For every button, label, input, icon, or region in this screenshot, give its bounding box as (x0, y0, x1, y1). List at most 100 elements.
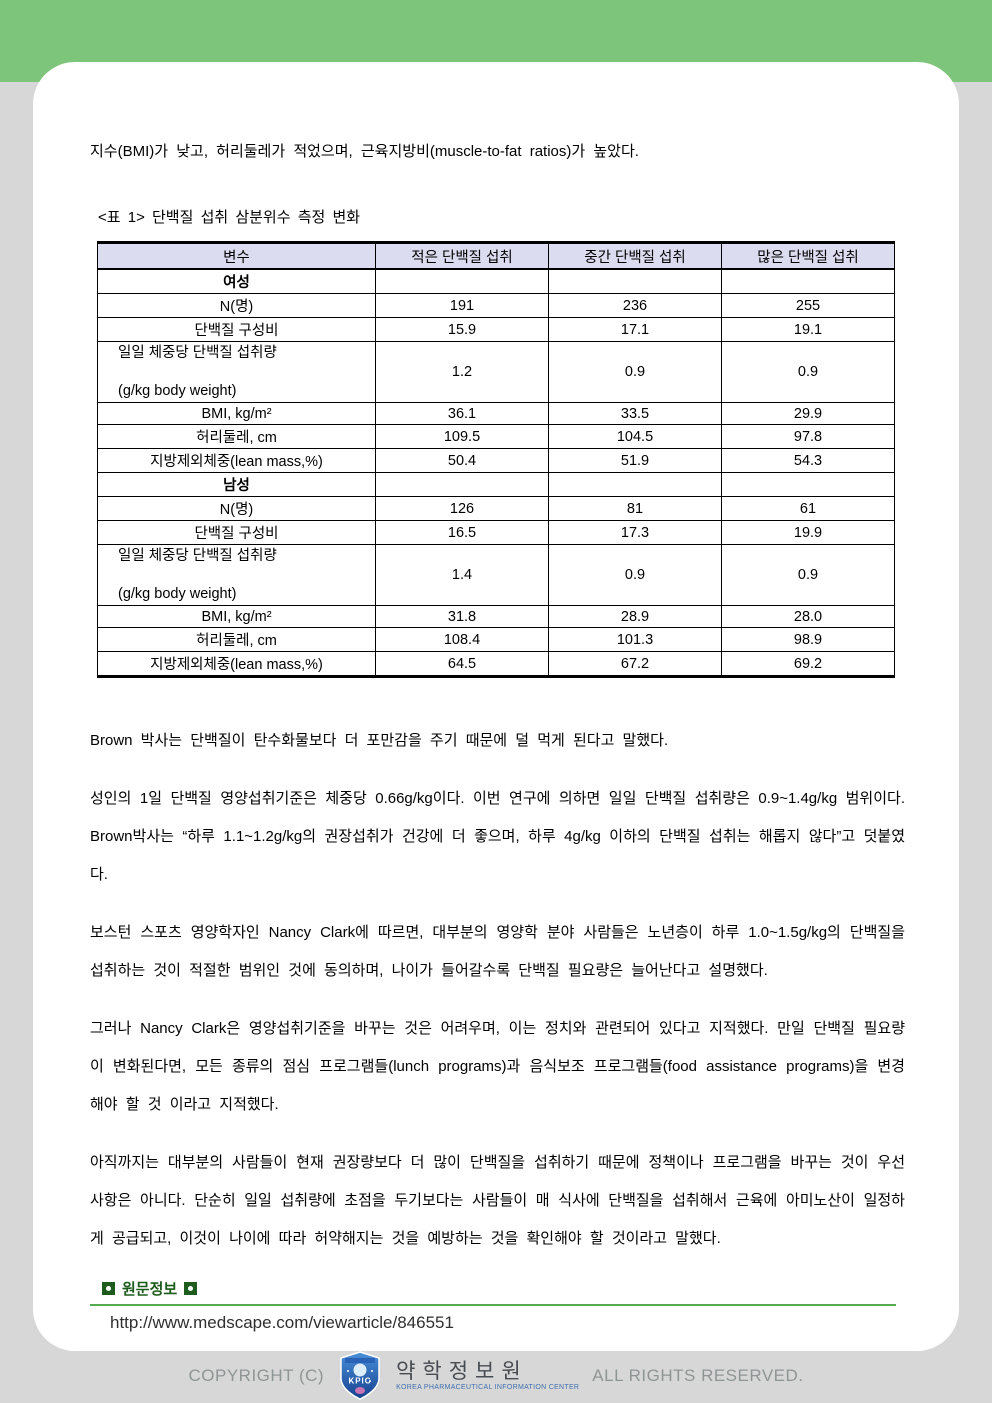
row-value: 109.5 (375, 424, 549, 449)
row-value: 101.3 (548, 627, 722, 652)
row-label: 허리둘레, cm (97, 424, 376, 449)
row-value: 36.1 (375, 402, 549, 425)
table-row: BMI, kg/m² 31.8 28.9 28.0 (97, 605, 895, 628)
row-label: 지방제외체중(lean mass,%) (97, 448, 376, 473)
row-value: 28.9 (548, 605, 722, 628)
inverse-bullet-icon (184, 1282, 198, 1295)
row-value: 64.5 (375, 651, 549, 677)
row-value: 15.9 (375, 317, 549, 342)
row-value: 1.2 (375, 341, 549, 403)
table-row: 허리둘레, cm 109.5 104.5 97.8 (97, 424, 895, 449)
row-value: 0.9 (548, 341, 722, 403)
table-column-header: 변수 (97, 242, 376, 270)
row-label: BMI, kg/m² (97, 402, 376, 425)
row-value: 81 (548, 496, 722, 521)
row-label: 지방제외체중(lean mass,%) (97, 651, 376, 677)
row-value: 191 (375, 293, 549, 318)
row-value: 0.9 (721, 341, 895, 403)
row-value (721, 268, 895, 294)
svg-text:KPIC: KPIC (349, 1376, 372, 1385)
copyright-left-text: COPYRIGHT (C) (188, 1365, 325, 1385)
body-paragraph: 그러나 Nancy Clark은 영양섭취기준을 바꾸는 것은 어려우며, 이는… (90, 1020, 905, 1113)
row-value: 97.8 (721, 424, 895, 449)
org-caption: KOREA PHARMACEUTICAL INFORMATION CENTER (396, 1383, 580, 1391)
table-row: 지방제외체중(lean mass,%) 50.4 51.9 54.3 (97, 448, 895, 473)
table-column-header: 중간 단백질 섭취 (548, 242, 722, 270)
row-label: BMI, kg/m² (97, 605, 376, 628)
table-column-header: 적은 단백질 섭취 (375, 242, 549, 270)
table-body: 여성 N(명) 191 236 255 단백질 구성비 15.9 17.1 19.1 일일 체중당… (97, 268, 895, 677)
source-info-label: 원문정보 (122, 1281, 178, 1298)
inverse-bullet-icon (102, 1282, 115, 1295)
document-page: 지수(BMI)가 낮고, 허리둘레가 적었으며, 근육지방비(muscle-to… (33, 62, 959, 1351)
intro-paragraph: 지수(BMI)가 낮고, 허리둘레가 적었으며, 근육지방비(muscle-to… (90, 143, 639, 160)
row-value: 126 (375, 496, 549, 521)
table-row: 단백질 구성비 16.5 17.3 19.9 (97, 520, 895, 545)
row-value: 104.5 (548, 424, 722, 449)
footer: COPYRIGHT (C) KPIC 약학정보원 KOREA PHARMACEU… (0, 1348, 992, 1403)
table-row: BMI, kg/m² 36.1 33.5 29.9 (97, 402, 895, 425)
body-paragraph: 성인의 1일 단백질 영양섭취기준은 체중당 0.66g/kg이다. 이번 연구… (90, 790, 905, 883)
row-value: 29.9 (721, 402, 895, 425)
row-value: 17.1 (548, 317, 722, 342)
row-value (548, 268, 722, 294)
row-label: 일일 체중당 단백질 섭취량 (g/kg body weight) (97, 341, 376, 403)
table-row: N(명) 126 81 61 (97, 496, 895, 521)
row-value: 19.9 (721, 520, 895, 545)
row-value: 1.4 (375, 544, 549, 606)
row-label: N(명) (97, 293, 376, 318)
table-row: 일일 체중당 단백질 섭취량 (g/kg body weight) 1.2 0.9 0… (97, 341, 895, 403)
row-value: 16.5 (375, 520, 549, 545)
row-value: 67.2 (548, 651, 722, 677)
row-value: 255 (721, 293, 895, 318)
row-value: 28.0 (721, 605, 895, 628)
protein-intake-table: 변수 적은 단백질 섭취 중간 단백질 섭취 많은 단백질 섭취 여성 N(명) 191 2… (97, 241, 895, 678)
row-label: 단백질 구성비 (97, 317, 376, 342)
row-value: 61 (721, 496, 895, 521)
row-value: 31.8 (375, 605, 549, 628)
row-value: 98.9 (721, 627, 895, 652)
row-value: 54.3 (721, 448, 895, 473)
row-value (548, 472, 722, 497)
row-value: 50.4 (375, 448, 549, 473)
table-row: N(명) 191 236 255 (97, 293, 895, 318)
org-name-block: 약학정보원 KOREA PHARMACEUTICAL INFORMATION C… (396, 1359, 580, 1391)
row-value: 19.1 (721, 317, 895, 342)
row-label: N(명) (97, 496, 376, 521)
source-info-heading: 원문정보 (102, 1278, 905, 1299)
source-url-link[interactable]: http://www.medscape.com/viewarticle/8465… (110, 1313, 454, 1332)
table-row: 지방제외체중(lean mass,%) 64.5 67.2 69.2 (97, 651, 895, 677)
row-value: 0.9 (548, 544, 722, 606)
row-value (375, 472, 549, 497)
body-paragraph: 아직까지는 대부분의 사람들이 현재 권장량보다 더 많이 단백질을 섭취하기 … (90, 1154, 905, 1247)
table-header-row: 변수 적은 단백질 섭취 중간 단백질 섭취 많은 단백질 섭취 (97, 242, 895, 270)
table-row: 일일 체중당 단백질 섭취량 (g/kg body weight) 1.4 0.9 0… (97, 544, 895, 606)
row-value: 236 (548, 293, 722, 318)
row-value: 17.3 (548, 520, 722, 545)
table-title: <표 1> 단백질 섭취 삼분위수 측정 변화 (98, 209, 361, 226)
table-row: 단백질 구성비 15.9 17.1 19.1 (97, 317, 895, 342)
row-value: 69.2 (721, 651, 895, 677)
body-paragraph: Brown 박사는 단백질이 탄수화물보다 더 포만감을 주기 때문에 덜 먹게… (90, 732, 669, 749)
table-row: 남성 (97, 472, 895, 497)
table-row: 여성 (97, 268, 895, 294)
org-name: 약학정보원 (396, 1359, 528, 1383)
paragraphs: Brown 박사는 단백질이 탄수화물보다 더 포만감을 주기 때문에 덜 먹게… (90, 722, 905, 1258)
copyright-right-text: ALL RIGHTS RESERVED. (592, 1365, 804, 1385)
row-label: 남성 (97, 472, 376, 497)
row-value (375, 268, 549, 294)
body-paragraph: 보스턴 스포츠 영양학자인 Nancy Clark에 따르면, 대부분의 영양학… (90, 924, 905, 979)
row-label: 일일 체중당 단백질 섭취량 (g/kg body weight) (97, 544, 376, 606)
row-label: 허리둘레, cm (97, 627, 376, 652)
row-value: 51.9 (548, 448, 722, 473)
row-label: 여성 (97, 268, 376, 294)
row-value (721, 472, 895, 497)
table-row: 허리둘레, cm 108.4 101.3 98.9 (97, 627, 895, 652)
table-column-header: 많은 단백질 섭취 (721, 242, 895, 270)
row-value: 108.4 (375, 627, 549, 652)
row-value: 33.5 (548, 402, 722, 425)
row-label: 단백질 구성비 (97, 520, 376, 545)
green-divider (90, 1304, 896, 1306)
source-info-section: 원문정보 http://www.medscape.com/viewarticle… (90, 1278, 905, 1333)
row-value: 0.9 (721, 544, 895, 606)
